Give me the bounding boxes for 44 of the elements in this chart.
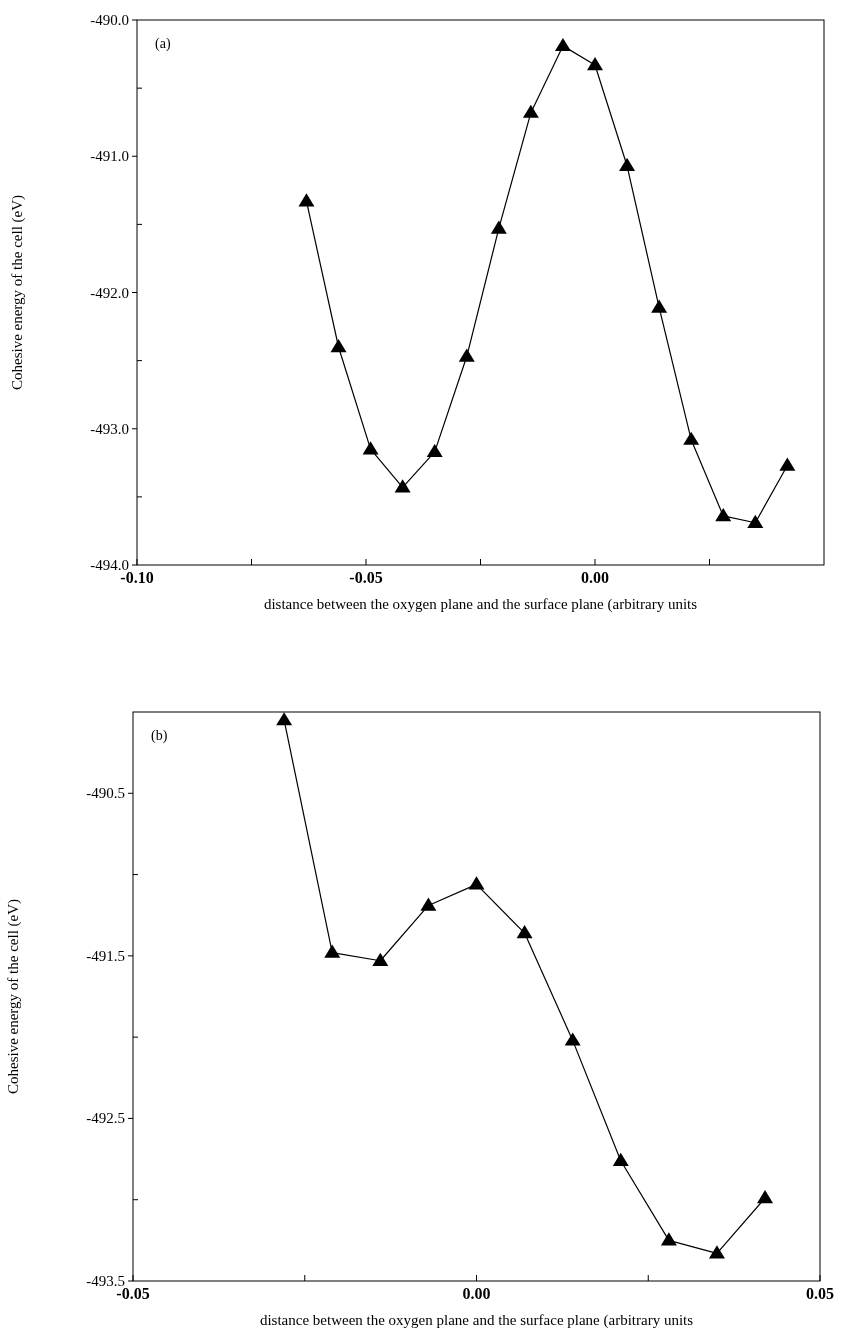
- point: [522, 104, 539, 118]
- point: [660, 1232, 677, 1246]
- point: [779, 457, 796, 471]
- y-tick-label: -493.0: [90, 420, 129, 437]
- point: [554, 37, 571, 52]
- y-axis-title: Cohesive energy of the cell (eV): [9, 194, 26, 391]
- point: [587, 56, 603, 71]
- x-tick-label: -0.05: [349, 569, 383, 586]
- point: [324, 944, 341, 958]
- x-tick-label: 0.05: [806, 1285, 834, 1302]
- y-tick-label: -492.0: [90, 284, 129, 301]
- point: [516, 925, 533, 939]
- annotation: (a): [155, 36, 171, 52]
- point: [708, 1245, 725, 1259]
- point: [683, 431, 700, 445]
- point: [619, 157, 636, 171]
- point: [372, 952, 389, 966]
- point: [298, 193, 315, 207]
- annotation: (b): [151, 728, 168, 744]
- y-tick-label: -492.5: [86, 1110, 125, 1127]
- x-axis-title: distance between the oxygen plane and the surface plane (arbitrary units: [259, 1312, 694, 1329]
- point: [330, 339, 347, 353]
- point: [612, 1152, 629, 1166]
- x-axis-title: distance between the oxygen plane and the surface plane (arbitrary units: [263, 596, 698, 613]
- point: [651, 299, 668, 313]
- y-tick-label: -491.5: [86, 947, 125, 964]
- point: [564, 1032, 581, 1046]
- point: [458, 348, 475, 362]
- point: [394, 479, 411, 493]
- point: [715, 507, 732, 522]
- y-axis-title: Cohesive energy of the cell (eV): [5, 898, 22, 1095]
- y-tick-label: -491.0: [90, 148, 129, 165]
- point: [757, 1190, 774, 1204]
- point: [362, 441, 379, 455]
- point: [276, 712, 293, 726]
- y-tick-label: -490.0: [90, 12, 129, 28]
- point: [490, 220, 507, 234]
- x-tick-label: 0.00: [462, 1285, 491, 1302]
- point: [747, 514, 764, 528]
- point: [468, 876, 485, 890]
- point: [426, 443, 443, 458]
- point: [420, 897, 437, 911]
- y-tick-label: -490.5: [86, 785, 125, 802]
- x-tick-label: 0.00: [581, 569, 609, 586]
